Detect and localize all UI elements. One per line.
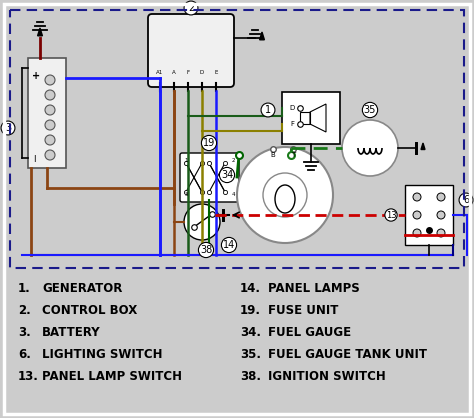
Bar — [405, 185, 453, 245]
Circle shape — [45, 90, 55, 100]
Circle shape — [45, 75, 55, 85]
Text: 19: 19 — [203, 138, 215, 148]
Text: 14.: 14. — [240, 282, 261, 295]
Circle shape — [413, 211, 421, 219]
Circle shape — [237, 147, 333, 243]
Text: D: D — [289, 105, 295, 111]
Text: 35: 35 — [364, 105, 376, 115]
Text: 13: 13 — [386, 211, 396, 219]
Text: D: D — [200, 71, 204, 76]
Circle shape — [45, 105, 55, 115]
Text: 2: 2 — [188, 3, 194, 13]
Bar — [282, 92, 340, 144]
Text: BATTERY: BATTERY — [42, 326, 100, 339]
Text: B: B — [271, 152, 275, 158]
Text: 1: 1 — [265, 105, 271, 115]
Text: FUEL GAUGE TANK UNIT: FUEL GAUGE TANK UNIT — [268, 348, 427, 361]
Bar — [28, 58, 66, 168]
Circle shape — [437, 229, 445, 237]
Text: CONTROL BOX: CONTROL BOX — [42, 304, 137, 317]
Text: E: E — [214, 71, 218, 76]
Bar — [10, 10, 464, 268]
Text: IGNITION SWITCH: IGNITION SWITCH — [268, 370, 386, 383]
FancyBboxPatch shape — [180, 153, 239, 202]
Text: 19.: 19. — [240, 304, 261, 317]
Text: 35.: 35. — [240, 348, 261, 361]
Circle shape — [45, 120, 55, 130]
Text: T: T — [291, 152, 295, 158]
Text: 38.: 38. — [240, 370, 261, 383]
Text: 3: 3 — [5, 123, 11, 133]
Circle shape — [45, 135, 55, 145]
Text: 1.: 1. — [18, 282, 31, 295]
Text: 6.: 6. — [18, 348, 31, 361]
Circle shape — [437, 211, 445, 219]
FancyBboxPatch shape — [148, 14, 234, 87]
Text: 2: 2 — [231, 158, 235, 163]
Polygon shape — [37, 28, 42, 36]
Text: 34.: 34. — [240, 326, 261, 339]
Text: +: + — [32, 71, 40, 81]
Text: 4: 4 — [231, 193, 235, 197]
Text: 14: 14 — [223, 240, 235, 250]
Text: 3: 3 — [184, 193, 188, 197]
Circle shape — [263, 173, 307, 217]
Text: PANEL LAMPS: PANEL LAMPS — [268, 282, 360, 295]
Text: 6: 6 — [463, 195, 469, 205]
Text: PANEL LAMP SWITCH: PANEL LAMP SWITCH — [42, 370, 182, 383]
Text: A1: A1 — [156, 71, 164, 76]
Circle shape — [413, 193, 421, 201]
Text: GENERATOR: GENERATOR — [42, 282, 122, 295]
Polygon shape — [421, 143, 425, 150]
Text: 2.: 2. — [18, 304, 31, 317]
Text: 34: 34 — [221, 170, 233, 180]
Circle shape — [184, 204, 220, 240]
Circle shape — [413, 229, 421, 237]
Text: 13.: 13. — [18, 370, 39, 383]
Text: F: F — [186, 71, 190, 76]
Circle shape — [342, 120, 398, 176]
Text: I: I — [33, 155, 35, 165]
Bar — [300, 112, 310, 124]
Text: 3.: 3. — [18, 326, 31, 339]
Text: 38: 38 — [200, 245, 212, 255]
Text: A: A — [172, 71, 176, 76]
Text: FUSE UNIT: FUSE UNIT — [268, 304, 338, 317]
Text: 1: 1 — [184, 158, 188, 163]
Polygon shape — [260, 32, 264, 40]
Text: LIGHTING SWITCH: LIGHTING SWITCH — [42, 348, 163, 361]
Circle shape — [437, 193, 445, 201]
Circle shape — [45, 150, 55, 160]
Text: FUEL GAUGE: FUEL GAUGE — [268, 326, 351, 339]
Text: F: F — [290, 121, 294, 127]
